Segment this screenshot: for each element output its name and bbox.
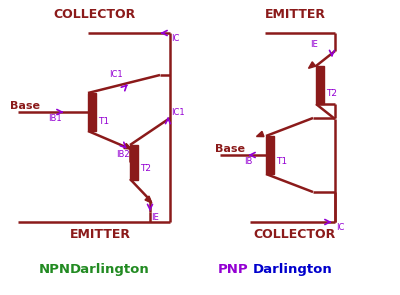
Text: IE: IE bbox=[151, 213, 159, 222]
Text: IB1: IB1 bbox=[48, 114, 62, 123]
Text: IC: IC bbox=[171, 34, 179, 43]
Polygon shape bbox=[124, 143, 132, 149]
Text: T1: T1 bbox=[276, 157, 287, 166]
Text: IE: IE bbox=[310, 40, 318, 49]
Text: COLLECTOR: COLLECTOR bbox=[54, 8, 136, 21]
Text: T2: T2 bbox=[326, 89, 337, 98]
Polygon shape bbox=[256, 131, 264, 137]
Text: EMITTER: EMITTER bbox=[264, 8, 326, 21]
Polygon shape bbox=[308, 62, 316, 68]
Text: NPN: NPN bbox=[39, 263, 71, 276]
Bar bbox=[88, 93, 96, 131]
Text: IC: IC bbox=[336, 223, 344, 232]
Text: Base: Base bbox=[215, 144, 245, 154]
Text: T2: T2 bbox=[140, 164, 151, 173]
Text: EMITTER: EMITTER bbox=[70, 228, 130, 241]
Text: Base: Base bbox=[10, 101, 40, 111]
Polygon shape bbox=[145, 196, 152, 203]
Text: T1: T1 bbox=[98, 117, 109, 126]
Text: IC1: IC1 bbox=[171, 108, 185, 117]
Text: Darlington: Darlington bbox=[253, 263, 333, 276]
Text: PNP: PNP bbox=[218, 263, 248, 276]
Text: IC1: IC1 bbox=[109, 70, 123, 79]
Text: Darlington: Darlington bbox=[70, 263, 150, 276]
Bar bbox=[266, 136, 274, 174]
Text: IB: IB bbox=[244, 157, 252, 166]
Bar bbox=[316, 66, 324, 104]
Text: COLLECTOR: COLLECTOR bbox=[254, 228, 336, 241]
Text: IB2: IB2 bbox=[116, 150, 130, 159]
Bar bbox=[130, 145, 138, 179]
